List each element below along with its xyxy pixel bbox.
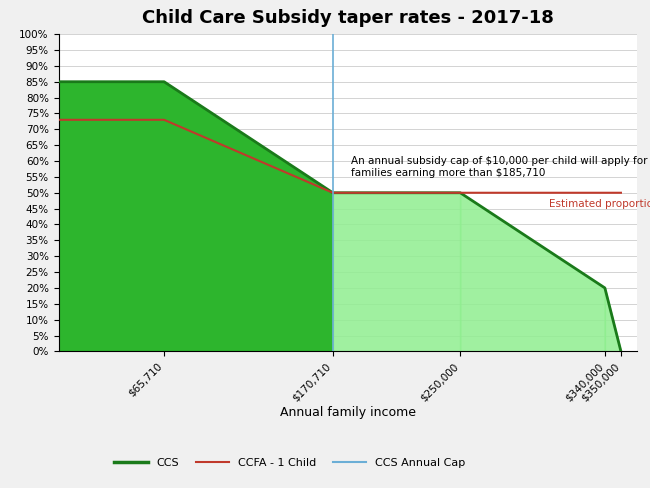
X-axis label: Annual family income: Annual family income: [280, 406, 416, 419]
Title: Child Care Subsidy taper rates - 2017-18: Child Care Subsidy taper rates - 2017-18: [142, 9, 554, 27]
Legend: CCS, CCFA - 1 Child, CCS Annual Cap: CCS, CCFA - 1 Child, CCS Annual Cap: [110, 454, 470, 473]
Text: Estimated proportion of fees covered by CCFA: Estimated proportion of fees covered by …: [549, 199, 650, 209]
Text: An annual subsidy cap of $10,000 per child will apply for
families earning more : An annual subsidy cap of $10,000 per chi…: [351, 156, 647, 178]
